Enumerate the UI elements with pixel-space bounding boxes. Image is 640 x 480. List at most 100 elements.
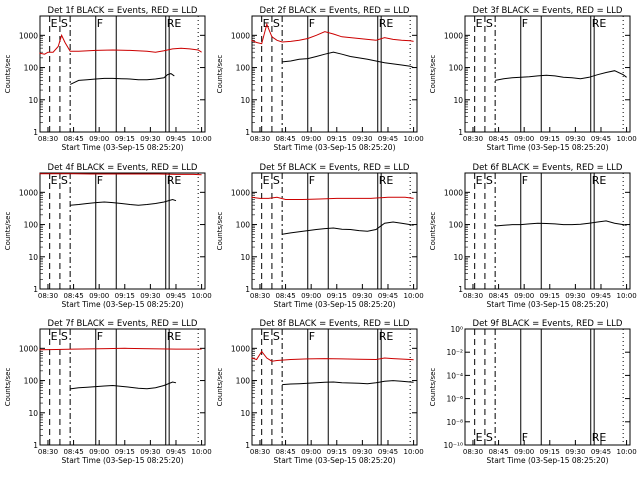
y-axis-label: Counts/sec [4, 212, 12, 251]
x-tick-label: 09:45 [378, 135, 398, 143]
x-tick-label: 10:00 [403, 292, 423, 300]
series-line-2 [251, 350, 414, 362]
x-axis-label: Start Time (03-Sep-15 08:25:20) [62, 456, 184, 465]
time-marker-label: RE [379, 17, 394, 30]
x-tick-label: 08:45 [488, 135, 508, 143]
plot-frame [464, 172, 631, 290]
x-tick-label: 09:00 [89, 448, 109, 456]
plot-frame [464, 15, 631, 133]
y-tick-label: 100 [449, 64, 464, 73]
x-tick-label: 10:00 [191, 292, 211, 300]
time-marker-label: F [522, 174, 528, 187]
x-tick-label: 09:00 [514, 448, 534, 456]
y-tick-label: 1 [33, 441, 38, 450]
x-tick-label: 10:00 [616, 135, 636, 143]
x-tick-label: 09:15 [327, 448, 347, 456]
time-marker-label: S [61, 17, 68, 30]
detector-panel-8: Det 8f BLACK = Events, RED = LLD 1 10 100 10… [216, 319, 424, 465]
x-tick-label: 08:30 [38, 135, 58, 143]
time-marker-label: E [263, 174, 270, 187]
x-tick-label: 10:00 [616, 292, 636, 300]
y-tick-label: 100 [449, 221, 464, 230]
series-line-1 [70, 198, 177, 206]
time-marker-label: S [486, 431, 493, 444]
x-tick-label: 08:30 [250, 448, 270, 456]
y-tick-label: 10 [240, 253, 250, 262]
chart-title: Det 7f BLACK = Events, RED = LLD [48, 319, 198, 329]
x-tick-label: 09:45 [378, 448, 398, 456]
time-marker-label: RE [379, 330, 394, 343]
chart-title: Det 8f BLACK = Events, RED = LLD [260, 319, 410, 329]
x-axis-label: Start Time (03-Sep-15 08:25:20) [62, 143, 184, 152]
detector-panel-2: Det 2f BLACK = Events, RED = LLD 1 10 100 10… [216, 6, 424, 152]
y-axis-label: Counts/sec [216, 55, 224, 94]
series-line-1 [495, 70, 627, 81]
x-tick-label: 09:15 [327, 292, 347, 300]
chart-title: Det 1f BLACK = Events, RED = LLD [48, 6, 198, 16]
detector-panel-5: Det 5f BLACK = Events, RED = LLD 1 10 100 10… [216, 163, 424, 309]
chart-title: Det 9f BLACK = Events, RED = LLD [473, 319, 623, 329]
y-axis-label: Counts/sec [4, 368, 12, 407]
series-line-1 [282, 380, 414, 386]
time-marker-label: RE [592, 174, 607, 187]
series-line-2 [39, 33, 202, 55]
y-tick-label: 10 [453, 96, 463, 105]
chart-title: Det 4f BLACK = Events, RED = LLD [48, 163, 198, 173]
chart-title: Det 2f BLACK = Events, RED = LLD [260, 6, 410, 16]
x-tick-label: 09:15 [115, 448, 135, 456]
x-tick-label: 10:00 [403, 448, 423, 456]
y-tick-label: 1 [33, 128, 38, 137]
time-marker-label: E [263, 330, 270, 343]
time-marker-label: E [51, 174, 58, 187]
x-axis-label: Start Time (03-Sep-15 08:25:20) [62, 300, 184, 309]
time-marker-label: F [522, 431, 528, 444]
series-line-1 [70, 381, 177, 390]
y-tick-label: 100 [24, 221, 39, 230]
y-tick-label: 1000 [231, 344, 250, 353]
x-axis-label: Start Time (03-Sep-15 08:25:20) [487, 456, 609, 465]
y-tick-label: 1000 [19, 188, 38, 197]
x-tick-label: 09:00 [89, 292, 109, 300]
x-tick-label: 09:30 [565, 292, 585, 300]
time-marker-label: F [309, 174, 315, 187]
y-tick-label: 100 [236, 377, 251, 386]
x-tick-label: 08:30 [463, 448, 483, 456]
plot-frame [464, 328, 631, 446]
x-tick-label: 08:30 [250, 135, 270, 143]
x-tick-label: 09:15 [115, 292, 135, 300]
x-tick-label: 09:00 [514, 292, 534, 300]
x-tick-label: 08:45 [488, 292, 508, 300]
y-axis-label: Counts/sec [429, 212, 437, 251]
chart-title: Det 6f BLACK = Events, RED = LLD [473, 163, 623, 173]
x-axis-label: Start Time (03-Sep-15 08:25:20) [487, 143, 609, 152]
y-tick-label: 1000 [19, 344, 38, 353]
series-line-1 [282, 221, 414, 235]
x-axis-label: Start Time (03-Sep-15 08:25:20) [487, 300, 609, 309]
time-marker-label: E [263, 17, 270, 30]
y-tick-label: 10 [28, 409, 38, 418]
y-tick-label: 10⁻⁸ [446, 418, 463, 427]
x-tick-label: 10:00 [616, 448, 636, 456]
y-tick-label: 1000 [444, 188, 463, 197]
x-tick-label: 10:00 [191, 448, 211, 456]
time-marker-label: S [486, 17, 493, 30]
x-tick-label: 09:00 [301, 135, 321, 143]
y-tick-label: 1 [458, 285, 463, 294]
detector-panel-6: Det 6f BLACK = Events, RED = LLD 1 10 100 10… [429, 163, 637, 309]
series-line-1 [69, 73, 175, 85]
time-marker-label: S [486, 174, 493, 187]
y-tick-label: 10 [28, 253, 38, 262]
y-tick-label: 10⁻⁴ [446, 371, 463, 380]
x-tick-label: 08:30 [463, 292, 483, 300]
y-tick-label: 10 [240, 96, 250, 105]
x-tick-label: 09:30 [140, 448, 160, 456]
x-tick-label: 09:15 [540, 292, 560, 300]
y-tick-label: 1000 [19, 31, 38, 40]
time-marker-label: F [97, 17, 103, 30]
x-axis-label: Start Time (03-Sep-15 08:25:20) [274, 456, 396, 465]
time-marker-label: S [273, 330, 280, 343]
plot-frame [39, 328, 206, 446]
x-tick-label: 09:45 [591, 448, 611, 456]
series-line-2 [39, 173, 202, 176]
